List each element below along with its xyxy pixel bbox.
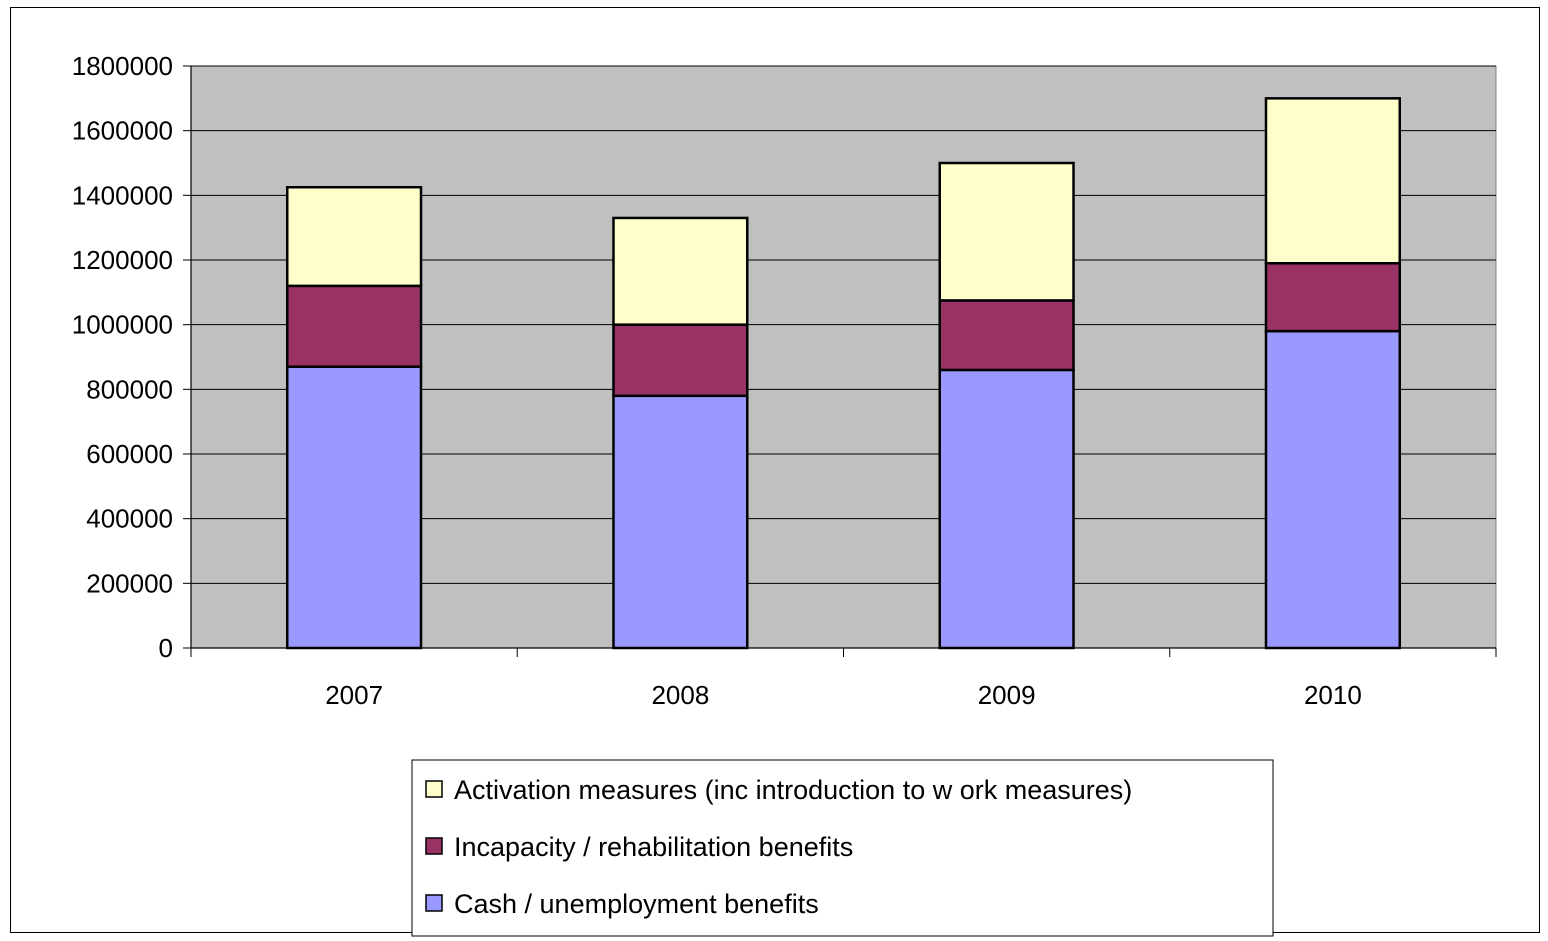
bar-segment [938, 299, 1075, 372]
axes: 0 200000 400000 600000 800000 1000000 1200000 1… [72, 51, 1497, 710]
bar-segment [285, 284, 423, 368]
x-tick-label: 2010 [1304, 680, 1362, 710]
bar-segment [1264, 261, 1402, 333]
y-tick-label: 1600000 [72, 116, 173, 146]
legend: Activation measures (inc introduction to… [411, 759, 1274, 937]
legend-label: Cash / unemployment benefits [454, 889, 819, 919]
bar-segment [612, 216, 749, 326]
y-tick-label: 1000000 [72, 310, 173, 340]
bar-segment [612, 323, 749, 398]
y-tick-label: 1200000 [72, 245, 173, 275]
y-tick-label: 800000 [86, 374, 173, 404]
bar-segment [938, 368, 1075, 650]
x-tick-label: 2008 [651, 680, 709, 710]
legend-label: Incapacity / rehabilitation benefits [454, 832, 853, 862]
y-tick-label: 200000 [86, 568, 173, 598]
legend-swatch [425, 894, 443, 912]
y-tick-label: 600000 [86, 439, 173, 469]
bar-segment [285, 186, 423, 288]
y-tick-label: 1800000 [72, 51, 173, 81]
y-tick-label: 0 [159, 633, 173, 663]
legend-swatch [425, 780, 443, 798]
bars [285, 97, 1402, 650]
bar-segment [612, 394, 749, 650]
x-tick-label: 2009 [978, 680, 1036, 710]
bar-segment [1264, 329, 1402, 650]
legend-label: Activation measures (inc introduction to… [454, 775, 1132, 805]
bar-segment [938, 161, 1075, 302]
x-tick-label: 2007 [325, 680, 383, 710]
legend-box [411, 759, 1274, 937]
y-tick-label: 400000 [86, 504, 173, 534]
legend-swatch [425, 837, 443, 855]
bar-segment [1264, 97, 1402, 265]
bar-segment [285, 365, 423, 650]
y-tick-label: 1400000 [72, 180, 173, 210]
